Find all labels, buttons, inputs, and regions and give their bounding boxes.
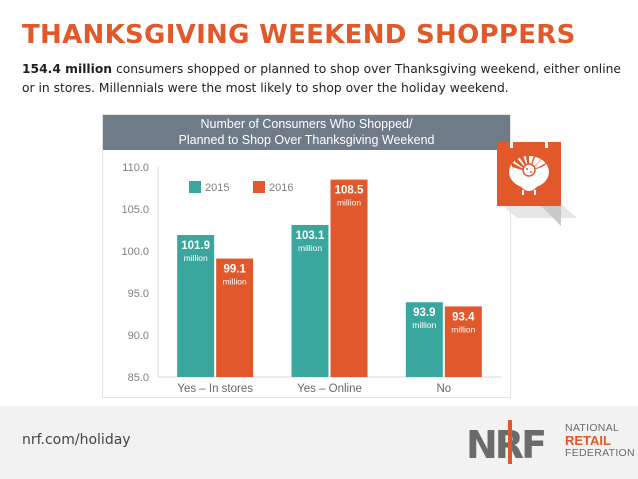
logo-word-national: NATIONAL bbox=[565, 422, 620, 434]
data-label: 101.9 bbox=[181, 240, 210, 252]
logo-word-retail: RETAIL bbox=[565, 433, 611, 448]
y-tick-label: 100.0 bbox=[121, 246, 149, 258]
data-label: 93.9 bbox=[413, 307, 435, 319]
data-label: 108.5 bbox=[335, 185, 364, 197]
y-tick-label: 85.0 bbox=[128, 372, 149, 384]
data-unit-label: million bbox=[412, 320, 436, 330]
data-label: 93.4 bbox=[452, 311, 475, 323]
chart-title-line-1: Number of Consumers Who Shopped/ bbox=[200, 117, 413, 131]
footer: nrf.com/holiday NRF NATIONAL RETAIL FEDE… bbox=[0, 406, 638, 479]
subtitle-text: consumers shopped or planned to shop ove… bbox=[22, 62, 621, 95]
chart-panel: Number of Consumers Who Shopped/ Planned… bbox=[102, 114, 511, 398]
x-tick-label: No bbox=[436, 383, 451, 395]
bar-chart: 85.090.095.0100.0105.0110.0101.9million9… bbox=[121, 162, 501, 395]
nrf-logo: NRF NATIONAL RETAIL FEDERATION bbox=[466, 420, 635, 469]
x-tick-label: Yes – In stores bbox=[177, 383, 253, 395]
data-unit-label: million bbox=[298, 243, 322, 253]
y-tick-label: 105.0 bbox=[121, 204, 149, 216]
legend-label-2016: 2016 bbox=[269, 182, 293, 194]
footer-link[interactable]: nrf.com/holiday bbox=[22, 432, 131, 448]
y-tick-label: 110.0 bbox=[122, 162, 149, 174]
data-label: 99.1 bbox=[223, 264, 246, 276]
data-unit-label: million bbox=[184, 253, 208, 263]
y-tick-label: 90.0 bbox=[128, 330, 149, 342]
chart-title: Number of Consumers Who Shopped/ Planned… bbox=[103, 115, 510, 150]
data-label: 103.1 bbox=[296, 230, 325, 242]
nrf-logo-mark: NRF bbox=[466, 420, 547, 467]
bar-2016-1 bbox=[330, 179, 368, 377]
bar-2016-0 bbox=[216, 258, 254, 377]
bar-2015-1 bbox=[291, 224, 329, 377]
subtitle-highlight: 154.4 million bbox=[22, 62, 113, 76]
page-title: THANKSGIVING WEEKEND SHOPPERS bbox=[22, 20, 576, 50]
legend-swatch-2015 bbox=[189, 181, 201, 193]
legend-label-2015: 2015 bbox=[205, 182, 229, 194]
turkey-calendar-icon bbox=[497, 142, 577, 226]
data-unit-label: million bbox=[337, 198, 361, 208]
nrf-logo-words: NATIONAL RETAIL FEDERATION bbox=[565, 423, 635, 459]
x-tick-label: Yes – Online bbox=[297, 383, 362, 395]
bar-2015-2 bbox=[405, 302, 443, 377]
page-subtitle: 154.4 million consumers shopped or plann… bbox=[22, 60, 622, 98]
nrf-logo-letters: NRF bbox=[466, 423, 544, 464]
legend-swatch-2016 bbox=[253, 181, 265, 193]
bar-2016-2 bbox=[444, 306, 482, 377]
data-unit-label: million bbox=[223, 277, 247, 287]
logo-word-federation: FEDERATION bbox=[565, 447, 635, 459]
y-tick-label: 95.0 bbox=[128, 288, 149, 300]
bar-2015-0 bbox=[177, 235, 215, 377]
chart-title-line-2: Planned to Shop Over Thanksgiving Weeken… bbox=[178, 133, 435, 147]
data-unit-label: million bbox=[451, 324, 475, 334]
